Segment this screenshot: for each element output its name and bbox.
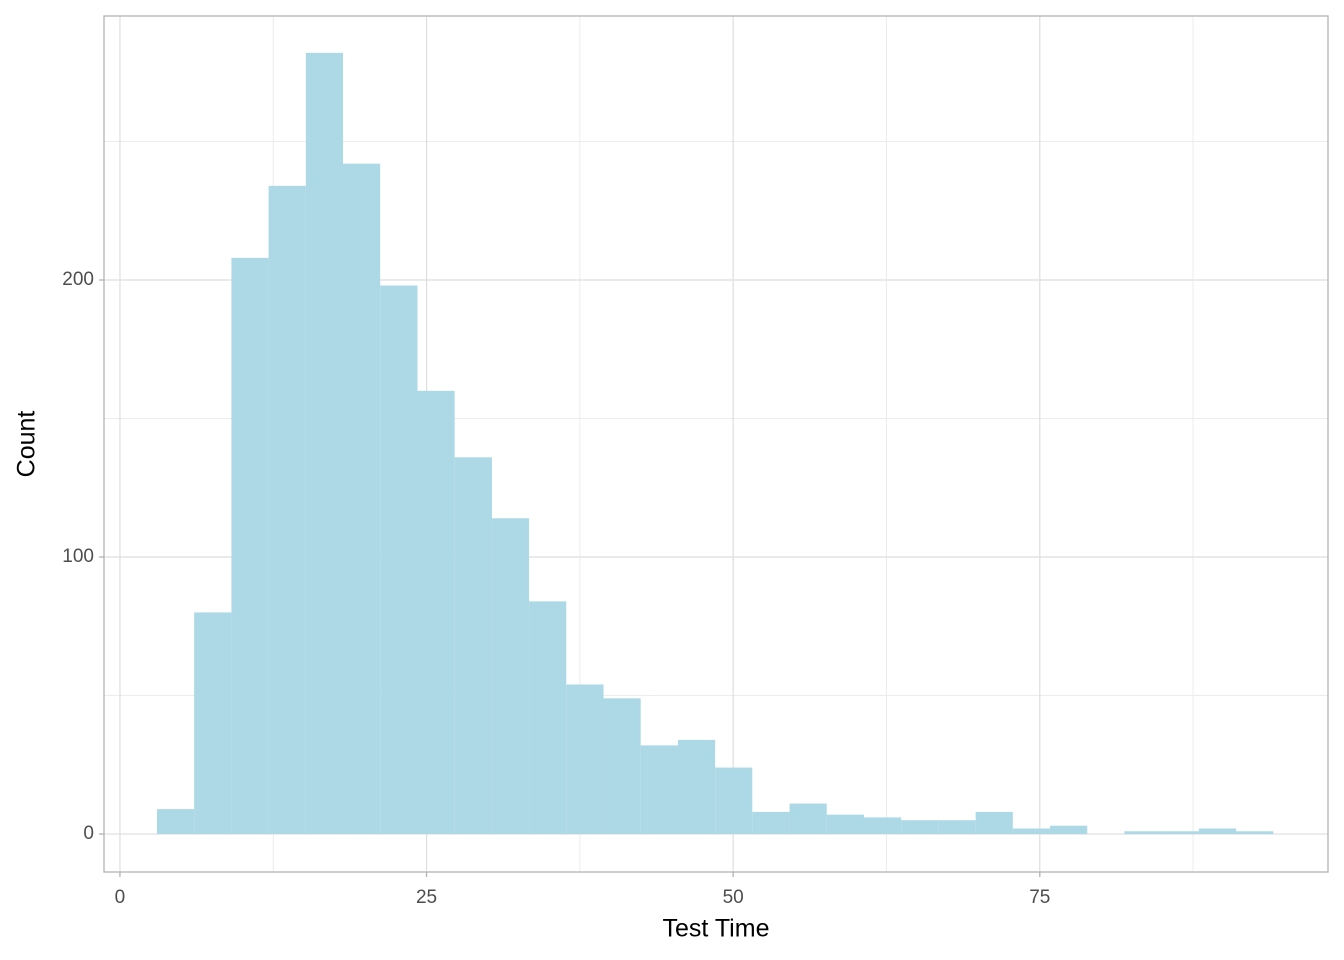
bar	[1198, 828, 1237, 835]
bar	[938, 820, 976, 835]
bar	[566, 684, 604, 835]
bar	[901, 820, 939, 835]
bar	[826, 814, 865, 835]
bar	[677, 739, 716, 835]
bar	[1236, 831, 1274, 835]
panel-border	[103, 15, 1329, 873]
bar	[454, 457, 492, 835]
x-tick-label: 0	[115, 887, 126, 908]
bar	[603, 698, 641, 835]
bar	[268, 185, 306, 835]
x-tick-label: 75	[1029, 887, 1050, 908]
x-tick-label: 25	[416, 887, 437, 908]
bar	[194, 612, 232, 835]
bar	[1161, 831, 1199, 835]
y-axis-title: Count	[13, 411, 41, 478]
bar	[752, 811, 790, 835]
bar	[380, 285, 418, 835]
bar	[864, 817, 902, 835]
x-axis-title: Test Time	[663, 915, 770, 943]
bar	[640, 745, 678, 835]
x-tick-label: 50	[723, 887, 744, 908]
y-tick-label: 0	[83, 823, 94, 844]
bar	[1050, 825, 1088, 835]
bar	[156, 809, 195, 835]
bar	[231, 257, 269, 835]
bar	[715, 767, 753, 835]
bar	[529, 601, 567, 835]
y-tick-label: 200	[62, 269, 94, 290]
bar	[417, 390, 455, 835]
bar	[1124, 831, 1162, 835]
bar	[491, 518, 530, 835]
bar	[789, 803, 827, 835]
bar	[975, 811, 1013, 835]
bar	[343, 163, 381, 835]
bar	[305, 52, 344, 835]
bar	[1012, 828, 1051, 835]
y-tick-label: 100	[62, 546, 94, 567]
